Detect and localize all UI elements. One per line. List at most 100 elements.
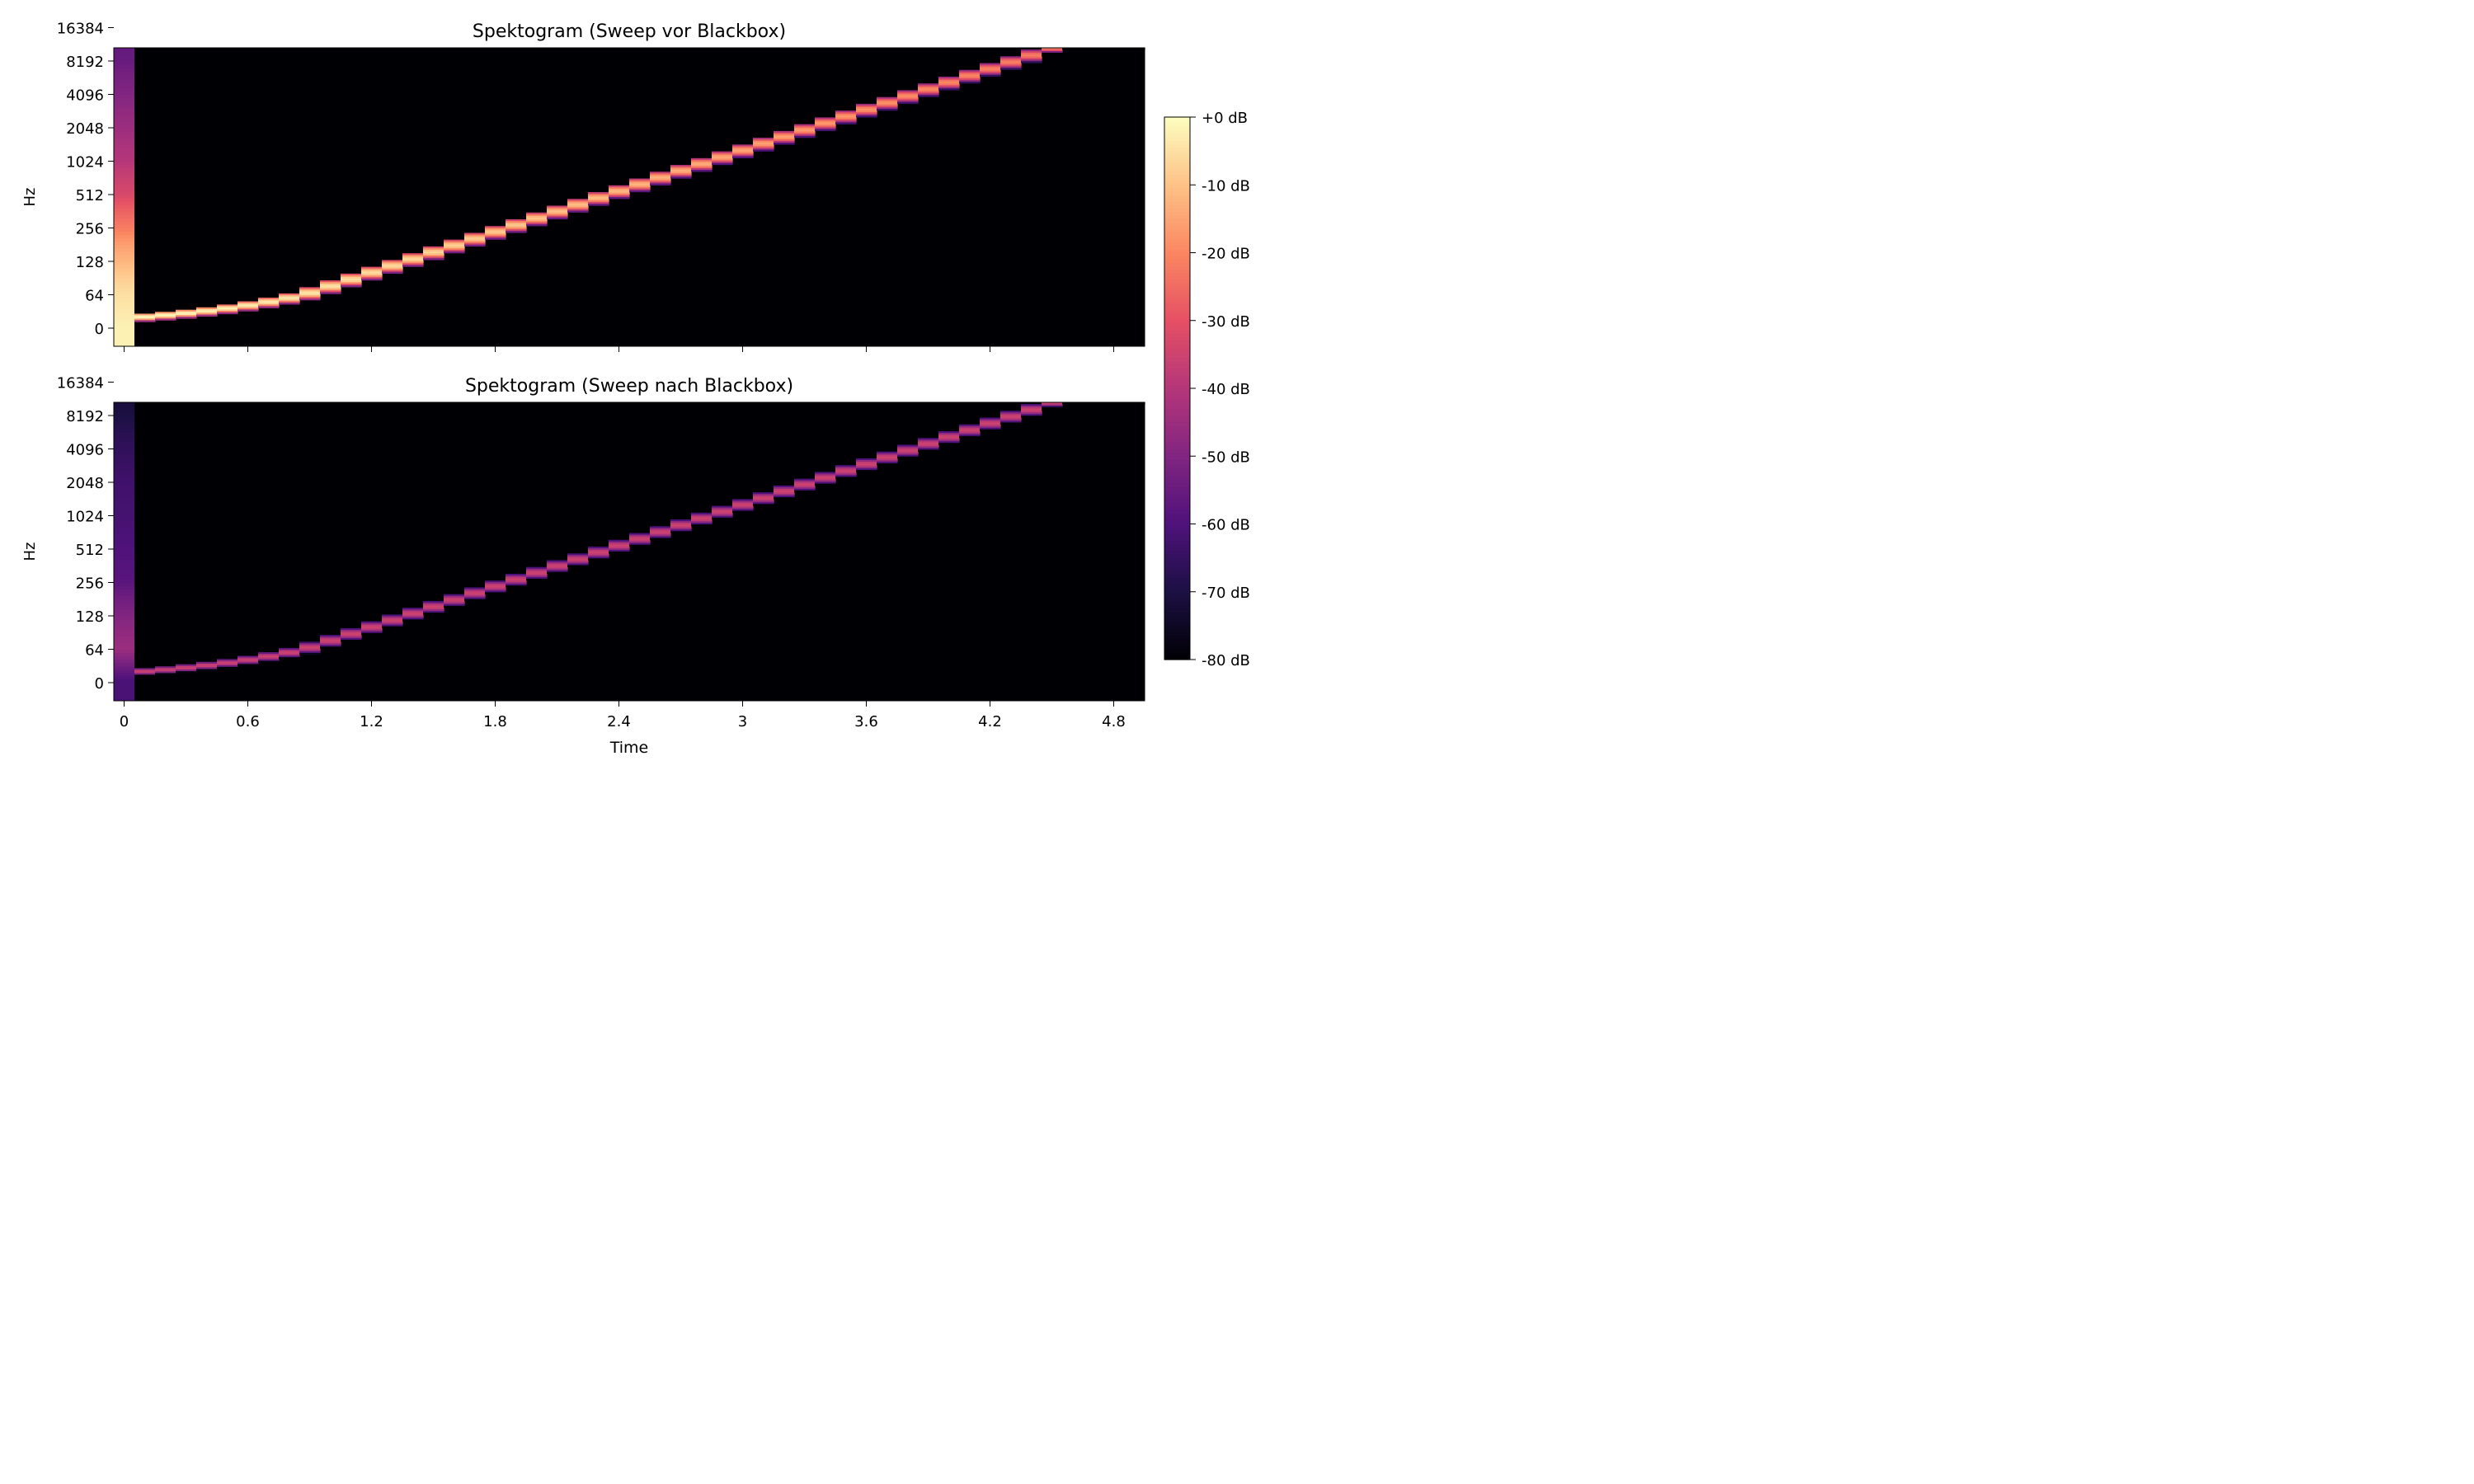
column-cell [114,148,134,152]
colorbar-cell [1164,425,1190,430]
sweep-cell [774,130,795,134]
sweep-frame [1042,48,1063,57]
sweep-cell [1124,48,1145,49]
sweep-cell [856,468,877,471]
sweep-cell [402,256,424,259]
sweep-cell [609,549,630,552]
column-cell [114,425,134,430]
sweep-cell [938,434,960,437]
column-cell [114,294,134,299]
sweep-cell [1000,411,1022,413]
x-tick-label: 3 [738,713,747,730]
sweep-cell [320,638,341,641]
column-cell [114,665,134,670]
sweep-cell [485,237,506,240]
sweep-cell [341,285,362,288]
colorbar-cell [1164,551,1190,556]
sweep-cell [918,87,939,89]
sweep-cell [547,210,568,214]
sweep-frame [938,430,960,445]
column-cell [114,462,134,467]
sweep-cell [629,534,651,537]
sweep-cell [238,301,259,303]
sweep-cell [774,137,795,140]
column-cell [114,622,134,627]
sweep-cell [670,521,692,524]
sweep-trace [134,48,1145,322]
sweep-cell [196,667,218,669]
sweep-cell [567,209,589,211]
sweep-cell [588,550,609,552]
sweep-cell [423,608,444,610]
sweep-cell [1062,402,1084,404]
sweep-cell [258,652,280,655]
sweep-cell [485,590,506,593]
sweep-cell [732,500,754,503]
sweep-frame [361,621,383,636]
sweep-cell [464,241,486,244]
sweep-cell [918,93,939,96]
sweep-cell [279,293,300,296]
sweep-cell [980,424,1001,427]
colorbar-cell [1164,388,1190,392]
column-cell [114,91,134,95]
column-cell [114,608,134,613]
sweep-cell [609,191,630,195]
colorbar-cell [1164,225,1190,230]
sweep-cell [794,485,816,488]
column-cell [114,592,134,597]
colorbar-cell [1164,265,1190,270]
sweep-cell [506,575,527,578]
column-cell [114,48,134,52]
sweep-cell [258,657,280,660]
sweep-cell [794,486,816,490]
sweep-cell [361,627,383,631]
sweep-cell [1042,407,1063,410]
sweep-frame [320,635,341,649]
y-tick-label: 0 [95,321,104,338]
column-cell [114,84,134,88]
column-cell [114,619,134,623]
colorbar-cell [1164,262,1190,267]
sweep-cell [238,308,259,310]
sweep-cell [650,529,671,532]
column-cell [114,114,134,119]
colorbar-cell [1164,350,1190,355]
sweep-cell [609,195,630,198]
sweep-cell [815,481,836,485]
sweep-cell [897,456,919,459]
sweep-cell [464,587,486,589]
sweep-cell [897,90,919,92]
sweep-cell [877,453,898,456]
sweep-cell [938,85,960,87]
sweep-cell [506,582,527,585]
sweep-frame [567,553,589,567]
sweep-cell [485,234,506,237]
sweep-frame [1083,48,1104,50]
sweep-cell [980,69,1001,73]
sweep-cell [774,139,795,142]
colorbar-cell [1164,652,1190,657]
colorbar-tick-label: -20 dB [1202,246,1250,263]
sweep-cell [774,485,795,488]
sweep-frame [402,608,424,622]
sweep-cell [835,115,857,118]
sweep-cell [794,478,816,481]
colorbar-cell [1164,256,1190,261]
sweep-cell [959,434,981,437]
sweep-frame [650,171,671,186]
sweep-cell [856,106,877,110]
colorbar-cell [1164,402,1190,406]
sweep-cell [877,98,898,101]
colorbar-cell [1164,164,1190,169]
sweep-cell [1042,409,1063,411]
sweep-cell [1021,59,1042,62]
sweep-cell [753,497,774,500]
colorbar-cell [1164,140,1190,145]
sweep-cell [1000,63,1022,65]
sweep-cell [959,73,981,76]
colorbar-cell [1164,235,1190,240]
sweep-cell [320,280,341,283]
sweep-cell [650,176,671,179]
colorbar-cell [1164,493,1190,498]
